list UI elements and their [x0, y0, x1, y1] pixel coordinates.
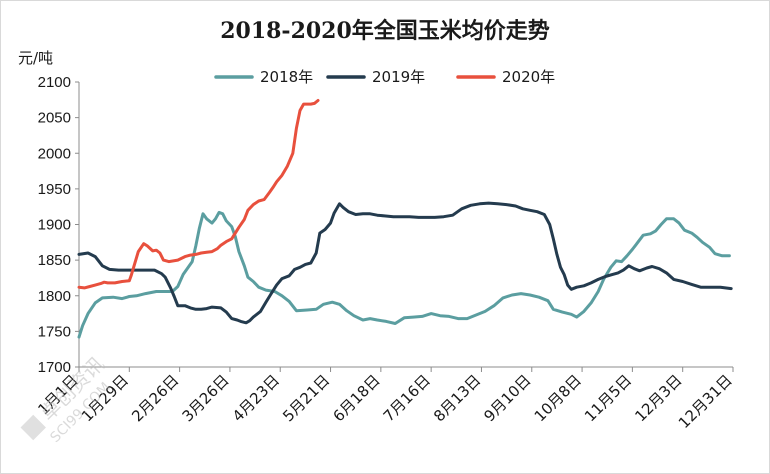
series-line-2 [77, 201, 733, 325]
y-tick-label: 2050 [38, 110, 71, 127]
series-layer [77, 99, 733, 339]
y-tick-label: 2000 [38, 145, 71, 162]
legend-label: 2019年 [372, 68, 425, 86]
y-tick-label: 2100 [38, 74, 71, 91]
y-tick-label: 1700 [38, 359, 71, 376]
y-tick-label: 1750 [38, 323, 71, 340]
y-tick-label: 1800 [38, 288, 71, 305]
y-tick-label: 1850 [38, 252, 71, 269]
y-axis-unit-label: 元/吨 [18, 49, 53, 67]
y-axis: 1700 1750 1800 1850 1900 1950 2000 2050 2100 [38, 74, 80, 376]
legend-label: 2018年 [260, 68, 313, 86]
series-line-1 [77, 210, 731, 339]
chart-title: 2018-2020年全国玉米均价走势 [220, 18, 550, 44]
series-line-3 [77, 99, 320, 290]
legend-label: 2020年 [502, 68, 555, 86]
y-tick-label: 1900 [38, 217, 71, 234]
chart-legend: 2018年 2019年 2020年 [214, 68, 555, 86]
watermark-logo-icon [20, 414, 46, 441]
y-tick-label: 1950 [38, 181, 71, 198]
